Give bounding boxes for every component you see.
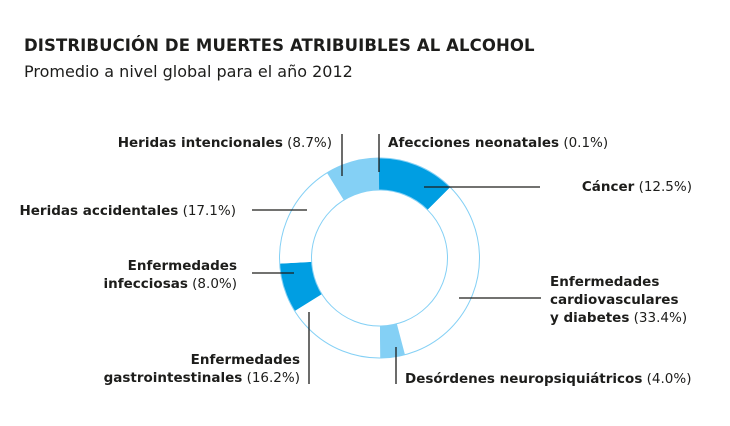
donut-inner-outline: [311, 189, 448, 327]
donut-slice: [279, 261, 322, 312]
slice-label: Desórdenes neuropsiquiátricos (4.0%): [405, 370, 691, 388]
slice-label-line: Heridas intencionales (8.7%): [118, 134, 332, 152]
slice-label-line: Desórdenes neuropsiquiátricos (4.0%): [405, 370, 691, 388]
slice-label: Heridas intencionales (8.7%): [118, 134, 332, 152]
slice-label-line: Enfermedades: [104, 351, 300, 369]
slice-label-value: (8.7%): [282, 135, 332, 151]
slice-label-line: y diabetes (33.4%): [550, 309, 687, 327]
slice-label: Cáncer (12.5%): [582, 178, 692, 196]
slice-label-line: gastrointestinales (16.2%): [104, 369, 300, 387]
slice-label-name: Heridas accidentales: [19, 203, 179, 219]
slice-label: Enfermedades gastrointestinales (16.2%): [104, 351, 300, 387]
slice-label-line: Afecciones neonatales (0.1%): [388, 134, 608, 152]
slice-label-line: cardiovasculares: [550, 291, 687, 309]
donut-slice: [379, 323, 405, 358]
slice-label-line: Enfermedades: [104, 257, 237, 275]
slice-label-line: Heridas accidentales (17.1%): [19, 202, 236, 220]
slice-label-name: Desórdenes neuropsiquiátricos: [405, 371, 643, 387]
donut-slice: [379, 158, 451, 210]
slice-label-line: Enfermedades: [550, 273, 687, 291]
donut-slice: [326, 158, 380, 201]
slice-label-name: gastrointestinales: [103, 370, 243, 386]
slice-label-name: infecciosas: [103, 276, 188, 292]
slice-label-value: (0.1%): [559, 135, 609, 151]
slice-label-value: (33.4%): [629, 310, 688, 326]
slice-label: Enfermedades cardiovasculares y diabetes (…: [550, 273, 687, 327]
donut-slice: [279, 172, 344, 264]
slice-label-name: cardiovasculares: [550, 292, 679, 308]
slice-label-name: Heridas intencionales: [117, 135, 283, 151]
slice-label-value: (4.0%): [642, 371, 692, 387]
slice-label-name: Enfermedades: [550, 274, 660, 290]
slice-label-name: y diabetes: [550, 310, 630, 326]
slice-label-name: Enfermedades: [127, 258, 237, 274]
chart-title: DISTRIBUCIÓN DE MUERTES ATRIBUIBLES AL A…: [24, 36, 535, 55]
slice-label-name: Enfermedades: [190, 352, 300, 368]
donut-slice: [396, 187, 480, 355]
slice-label-name: Afecciones neonatales: [388, 135, 560, 151]
slice-label-name: Cáncer: [581, 179, 635, 195]
slice-label: Enfermedades infecciosas (8.0%): [104, 257, 237, 293]
chart-subtitle: Promedio a nivel global para el año 2012: [24, 62, 353, 81]
slice-label: Afecciones neonatales (0.1%): [388, 134, 608, 152]
slice-label-value: (16.2%): [242, 370, 300, 386]
slice-label-value: (12.5%): [634, 179, 692, 195]
slice-label-line: Cáncer (12.5%): [582, 178, 692, 196]
slice-label-line: infecciosas (8.0%): [104, 275, 237, 293]
donut-slice: [294, 294, 381, 358]
slice-label-value: (17.1%): [178, 203, 236, 219]
slice-label: Heridas accidentales (17.1%): [19, 202, 236, 220]
slice-label-value: (8.0%): [187, 276, 237, 292]
